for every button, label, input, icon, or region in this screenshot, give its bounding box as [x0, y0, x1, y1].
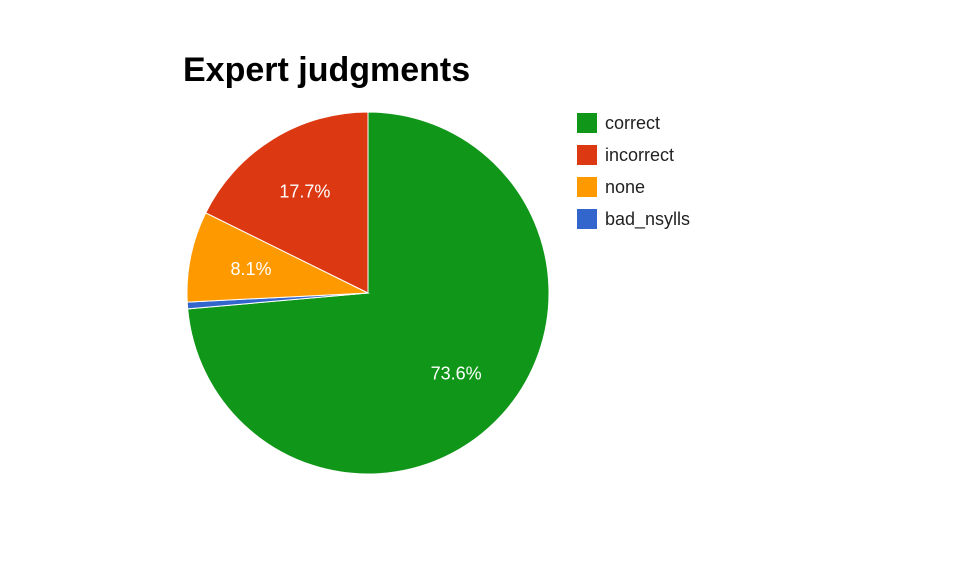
legend-item-correct[interactable]: correct [577, 113, 690, 133]
pie-slice-none[interactable] [186, 212, 370, 303]
slice-label-correct: 73.6% [431, 364, 482, 384]
legend-label-correct: correct [605, 113, 661, 133]
legend-label-incorrect: incorrect [605, 145, 675, 165]
pie-slice-incorrect[interactable] [205, 111, 369, 294]
legend-label-bad-nsylls: bad_nsylls [605, 209, 691, 229]
legend-label-none: none [605, 177, 646, 197]
legend: correct incorrect none bad_nsylls [577, 113, 690, 241]
chart-title: Expert judgments [183, 51, 471, 89]
legend-swatch-none [577, 177, 597, 197]
legend-item-none[interactable]: none [577, 177, 690, 197]
slice-label-incorrect: 17.7% [279, 182, 330, 202]
legend-item-incorrect[interactable]: incorrect [577, 145, 690, 165]
legend-swatch-bad-nsylls [577, 209, 597, 229]
slice-label-none: 8.1% [230, 259, 271, 279]
legend-swatch-correct [577, 113, 597, 133]
legend-item-bad-nsylls[interactable]: bad_nsylls [577, 209, 690, 229]
legend-swatch-incorrect [577, 145, 597, 165]
